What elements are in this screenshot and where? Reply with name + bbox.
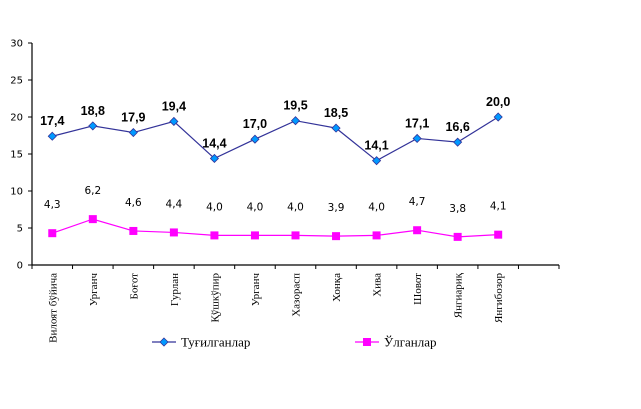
data-label-born: 17,0: [243, 117, 267, 131]
data-label-died: 4,3: [44, 199, 61, 211]
data-label-died: 6,2: [84, 185, 101, 197]
data-label-died: 4,7: [409, 196, 426, 208]
data-label-died: 4,4: [166, 198, 183, 210]
y-tick-label: 10: [10, 187, 23, 198]
data-label-died: 4,6: [125, 197, 142, 209]
data-point-died: [48, 229, 57, 238]
y-tick-label: 30: [10, 39, 23, 50]
data-label-born: 14,4: [202, 136, 226, 150]
data-point-died: [291, 231, 300, 240]
data-label-born: 16,6: [445, 120, 469, 134]
data-point-born: [47, 131, 57, 141]
x-tick-label: Янгиариқ: [453, 272, 465, 318]
data-point-born: [493, 112, 503, 122]
y-tick-label: 15: [10, 150, 23, 161]
data-point-died: [88, 215, 97, 224]
x-tick-label: Боғот: [128, 273, 140, 300]
data-label-born: 19,4: [162, 99, 186, 113]
data-label-died: 3,9: [328, 202, 345, 214]
y-tick-label: 5: [17, 224, 23, 235]
x-tick-label: Урганч: [88, 273, 100, 307]
data-label-born: 18,5: [324, 106, 348, 120]
data-label-died: 4,0: [368, 201, 385, 213]
x-tick-label: Хонқа: [331, 273, 343, 302]
data-label-died: 3,8: [449, 203, 466, 215]
data-labels: 17,4 18,8 17,9 19,4 14,4 17,0 19,5 18,5 14,1 17,1…: [40, 95, 510, 215]
series-layer: [47, 112, 503, 241]
data-point-born: [453, 137, 463, 147]
series-line-0: [52, 116, 499, 162]
data-point-born: [372, 156, 382, 166]
x-tick-label: Хазорасп: [291, 273, 303, 317]
data-point-born: [128, 127, 138, 138]
data-point-died: [250, 231, 259, 240]
data-label-born: 17,9: [121, 111, 145, 125]
legend: Туғилганлар Ўлганлар: [152, 335, 437, 350]
data-point-born: [331, 123, 341, 133]
data-point-died: [129, 226, 138, 235]
series-line-1: [52, 218, 499, 238]
x-tick-label: Гурлан: [169, 273, 181, 306]
data-label-born: 14,1: [364, 139, 388, 153]
legend-square-icon: [363, 338, 371, 346]
data-label-born: 17,1: [405, 116, 429, 130]
x-tick-label: Қўшкўпир: [209, 273, 221, 323]
data-point-born: [209, 153, 219, 164]
data-label-died: 4,0: [287, 201, 304, 213]
legend-diamond-icon: [159, 337, 169, 347]
y-tick-label: 0: [17, 261, 23, 272]
data-point-born: [250, 134, 260, 144]
y-tick-label: 25: [10, 76, 23, 87]
legend-label: Туғилганлар: [181, 335, 250, 350]
x-tick-label: Шовот: [412, 273, 424, 305]
data-point-died: [453, 232, 462, 241]
data-point-died: [494, 230, 503, 239]
data-label-born: 18,8: [81, 104, 105, 118]
legend-label: Ўлганлар: [384, 335, 437, 350]
data-label-born: 17,4: [40, 114, 64, 128]
data-label-died: 4,0: [247, 201, 264, 213]
x-tick-label: Хива: [372, 273, 384, 297]
legend-item-1: Ўлганлар: [355, 335, 437, 350]
axes: 0 5 10 15 20 25 30 Вилоят бўйича Урганч Боғот Гурл…: [10, 39, 560, 343]
data-label-born: 19,5: [283, 99, 307, 113]
data-label-born: 20,0: [486, 95, 510, 109]
data-point-died: [372, 231, 381, 240]
data-point-born: [169, 116, 179, 127]
data-point-died: [210, 231, 219, 240]
data-point-died: [169, 228, 178, 237]
data-label-died: 4,1: [490, 201, 507, 213]
x-tick-label: Вилоят бўйича: [47, 273, 59, 343]
data-point-died: [413, 226, 422, 235]
legend-item-0: Туғилганлар: [152, 335, 250, 350]
data-point-born: [290, 116, 301, 126]
x-tick-label: Урганч: [250, 273, 262, 307]
data-point-born: [412, 133, 422, 144]
data-point-died: [332, 232, 341, 241]
y-tick-label: 20: [10, 113, 23, 124]
data-label-died: 4,0: [206, 201, 223, 213]
data-point-born: [88, 121, 98, 131]
x-tick-label: Янгибозор: [493, 273, 505, 323]
